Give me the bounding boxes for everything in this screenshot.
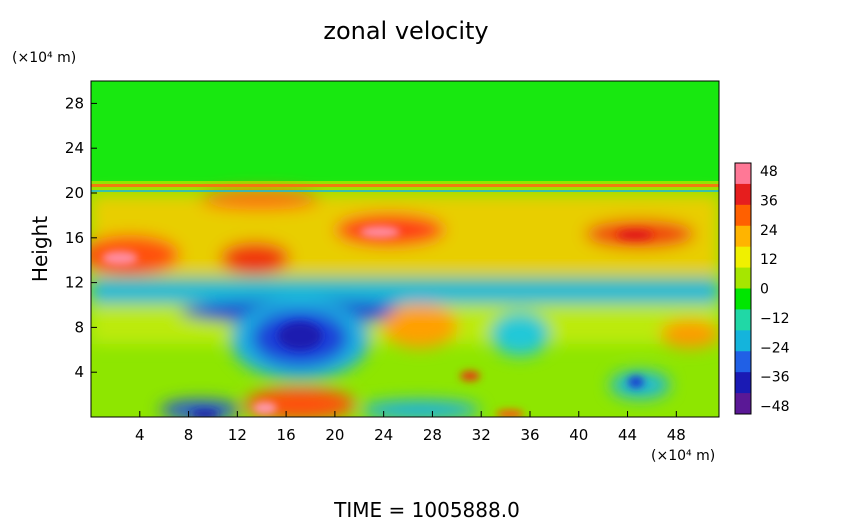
y-tick-label: 20 — [65, 184, 84, 202]
time-footer: TIME = 1005888.0 — [333, 498, 520, 519]
band-cool-layer — [91, 278, 719, 304]
x-tick-label: 40 — [569, 426, 588, 444]
y-tick-label: 24 — [65, 139, 84, 157]
colorbar-segment — [735, 267, 751, 289]
colorbar-tick-label: 24 — [760, 223, 778, 239]
y-tick-label: 8 — [74, 318, 84, 336]
colorbar-tick-label: −12 — [760, 311, 790, 327]
x-tick-label: 24 — [374, 426, 393, 444]
x-tick-label: 28 — [423, 426, 442, 444]
x-axis-ticks: 4 8 12 16 20 24 28 32 36 40 44 48 — [135, 411, 686, 444]
plot-frame — [90, 80, 720, 418]
y-tick-label: 16 — [65, 229, 84, 247]
x-tick-label: 16 — [277, 426, 296, 444]
core-cool-floor — [191, 410, 219, 417]
colorbar: 48 36 24 12 0 −12 −24 −36 −48 — [734, 162, 790, 415]
colorbar-segment — [735, 246, 751, 269]
colorbar-frame — [734, 162, 752, 415]
colorbar-segment — [735, 163, 751, 185]
blob-cool-36 — [490, 312, 550, 356]
x-tick-label: 8 — [184, 426, 194, 444]
x-tick-label: 20 — [325, 426, 344, 444]
field-background-upper — [91, 81, 719, 181]
colorbar-tick-label: 36 — [760, 193, 778, 209]
core-warm-floor — [253, 402, 277, 414]
core-warm-34 — [496, 410, 524, 417]
colorbar-segment — [735, 330, 751, 352]
x-tick-label: 36 — [520, 426, 539, 444]
colorbar-segment — [735, 204, 751, 227]
colorbar-segment — [735, 393, 751, 415]
y-axis-label: Height — [28, 216, 52, 282]
colorbar-segment — [735, 288, 751, 310]
heatmap-field — [91, 81, 719, 417]
blob-cool-floor-west — [160, 400, 240, 417]
colorbar-segment — [735, 351, 751, 373]
blob-cool-floor-mid — [360, 400, 480, 417]
blob-upper-20 — [200, 190, 320, 210]
colorbar-tick-label: −24 — [760, 340, 790, 356]
colorbar-tick-label: 0 — [760, 282, 769, 298]
colorbar-segment — [735, 183, 751, 206]
core-cool-44 — [628, 376, 644, 388]
core-cool-low — [278, 322, 322, 350]
x-tick-label: 48 — [667, 426, 686, 444]
colorbar-tick-label: 12 — [760, 252, 778, 268]
y-axis-ticks: 4 8 12 16 20 24 28 — [65, 94, 97, 381]
colorbar-tick-label: −36 — [760, 370, 790, 386]
blob-warm-48 — [660, 320, 719, 348]
y-axis-unit-label: (×10⁴ m) — [12, 50, 76, 66]
x-tick-label: 32 — [472, 426, 491, 444]
x-tick-label: 12 — [228, 426, 247, 444]
core-jet-24 — [360, 226, 400, 238]
core-jet-44 — [617, 230, 653, 240]
colorbar-segment — [735, 372, 751, 394]
colorbar-segment — [735, 309, 751, 331]
x-tick-label: 4 — [135, 426, 145, 444]
chart-title: zonal velocity — [323, 17, 488, 45]
y-tick-label: 4 — [74, 363, 84, 381]
tropopause-stripe-lower — [91, 190, 719, 192]
core-west-jet — [102, 251, 138, 265]
core-warm-28 — [460, 371, 480, 381]
blob-jet-12 — [220, 242, 290, 274]
colorbar-tick-label: 48 — [760, 164, 778, 180]
x-tick-label: 44 — [618, 426, 637, 444]
colorbar-segment — [735, 225, 751, 248]
tropopause-stripe-upper — [91, 184, 719, 187]
blob-warm-28 — [382, 304, 458, 348]
y-tick-label: 28 — [65, 94, 84, 112]
y-tick-label: 12 — [65, 274, 84, 292]
colorbar-tick-label: −48 — [760, 399, 790, 415]
x-axis-unit-label: (×10⁴ m) — [651, 448, 715, 464]
